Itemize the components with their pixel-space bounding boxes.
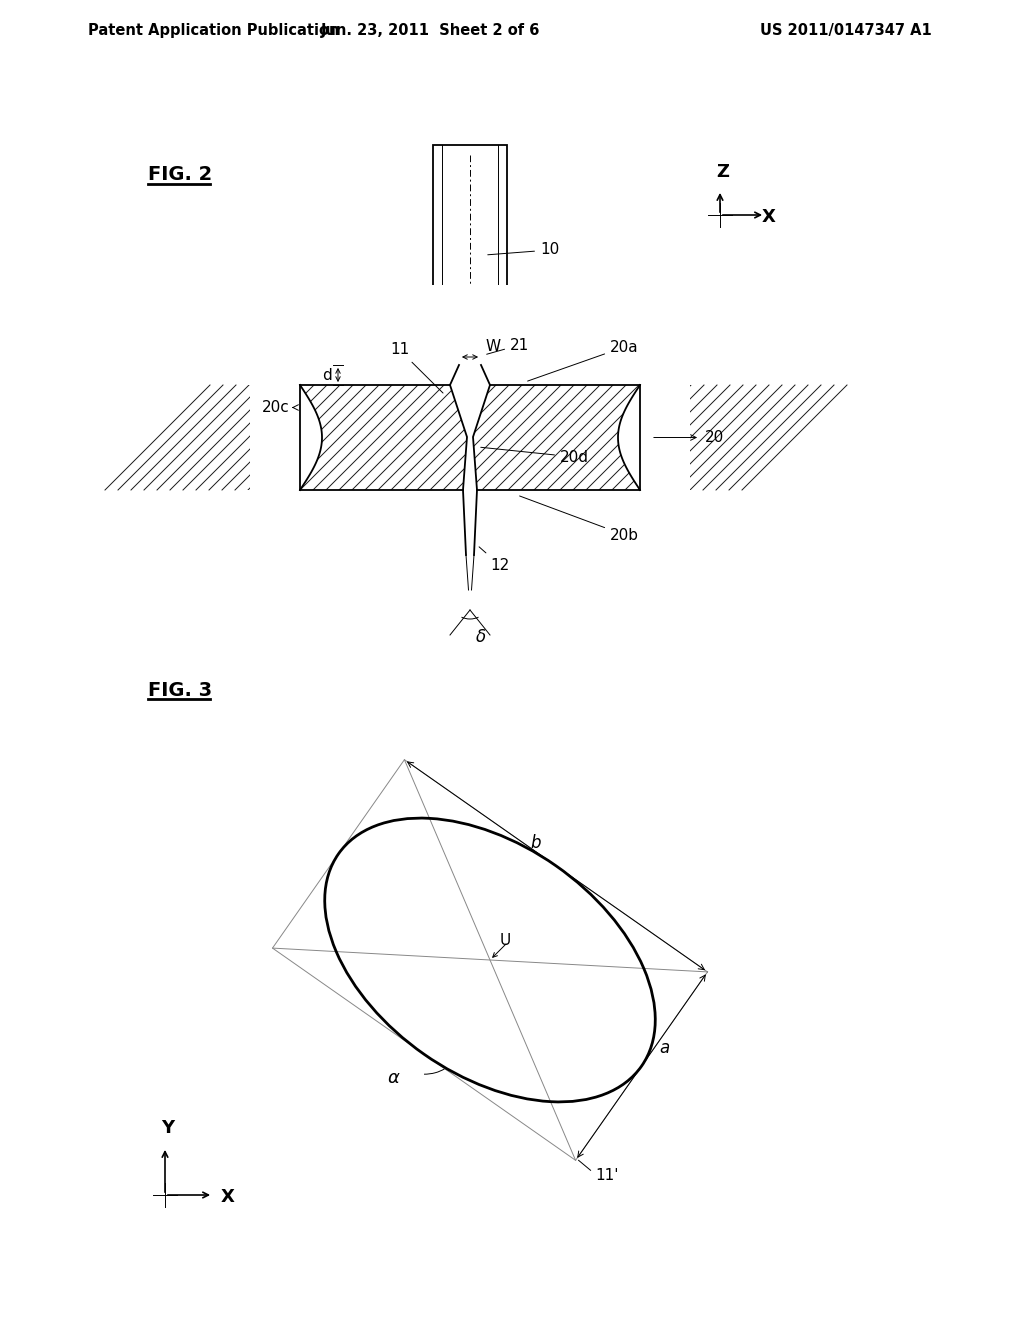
Bar <box>433 145 507 310</box>
Text: FIG. 2: FIG. 2 <box>148 165 212 185</box>
Text: 11: 11 <box>390 342 443 393</box>
Polygon shape <box>618 385 690 490</box>
Text: Y: Y <box>162 1119 174 1137</box>
Text: FIG. 3: FIG. 3 <box>148 681 212 700</box>
Text: b: b <box>530 834 541 853</box>
Text: W: W <box>485 339 500 354</box>
Text: Z: Z <box>717 162 729 181</box>
Polygon shape <box>450 385 490 490</box>
Polygon shape <box>450 385 490 490</box>
Text: U: U <box>500 933 511 948</box>
Text: $\delta$: $\delta$ <box>475 628 486 645</box>
Text: 11': 11' <box>596 1168 620 1183</box>
Text: $\alpha$: $\alpha$ <box>387 1069 400 1088</box>
Text: 20a: 20a <box>527 339 639 381</box>
Text: US 2011/0147347 A1: US 2011/0147347 A1 <box>760 22 932 37</box>
Text: 20b: 20b <box>519 496 639 543</box>
Text: X: X <box>762 209 776 226</box>
Text: 20d: 20d <box>480 447 589 465</box>
Text: 20c: 20c <box>262 400 290 414</box>
Text: d: d <box>323 367 332 383</box>
Polygon shape <box>250 385 322 490</box>
Text: X: X <box>221 1188 234 1206</box>
Text: 12: 12 <box>479 546 509 573</box>
Text: 21: 21 <box>486 338 529 354</box>
Bar <box>240 285 700 385</box>
Text: 10: 10 <box>487 243 559 257</box>
Bar <box>240 490 700 590</box>
Text: Jun. 23, 2011  Sheet 2 of 6: Jun. 23, 2011 Sheet 2 of 6 <box>321 22 540 37</box>
Text: Patent Application Publication: Patent Application Publication <box>88 22 340 37</box>
Text: a: a <box>659 1039 670 1057</box>
Text: 20: 20 <box>705 430 724 445</box>
